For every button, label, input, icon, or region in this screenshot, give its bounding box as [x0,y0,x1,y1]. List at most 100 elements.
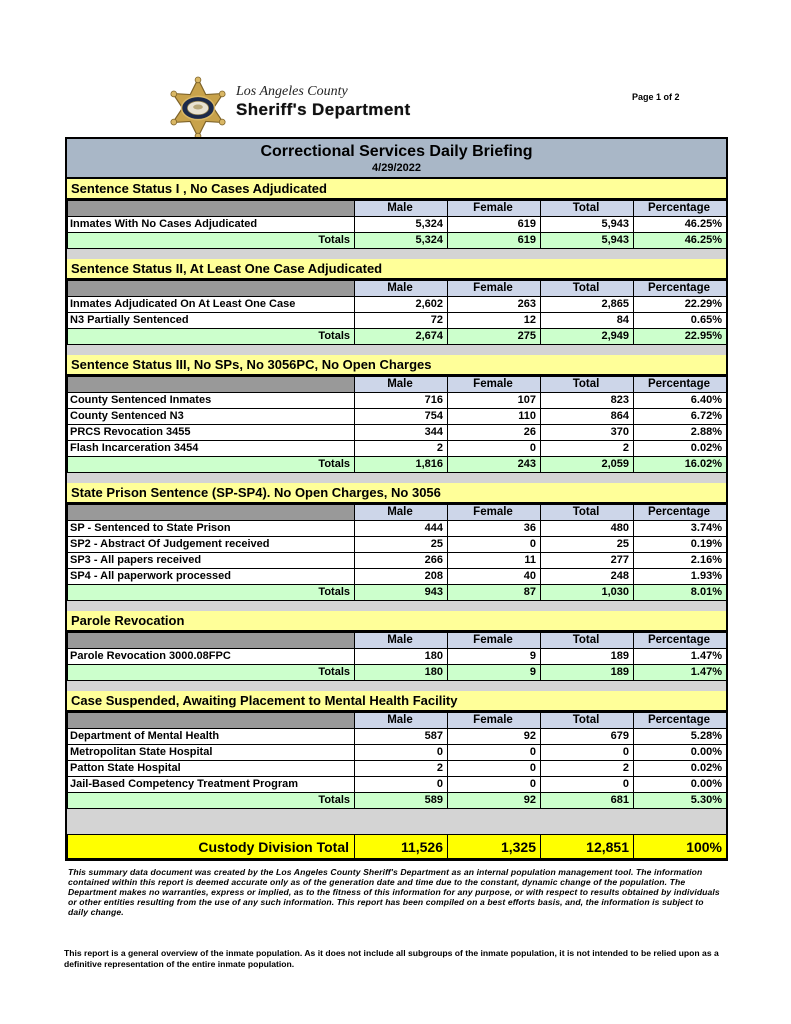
section-title: State Prison Sentence (SP-SP4). No Open … [67,483,726,504]
data-row: County Sentenced N3 754 110 864 6.72% [67,408,727,425]
row-value-total: 25 [540,536,634,553]
column-header-percentage: Percentage [633,504,727,521]
data-row: Jail-Based Competency Treatment Program 0… [67,776,727,793]
row-value-total: 84 [540,312,634,329]
row-value-percentage: 1.47% [633,648,727,665]
row-label: Metropolitan State Hospital [67,744,355,761]
row-label: Inmates With No Cases Adjudicated [67,216,355,233]
disclaimer-footnote: This summary data document was created b… [68,867,720,917]
header-corner-cell [67,712,355,729]
column-header-percentage: Percentage [633,376,727,393]
totals-value-male: 180 [354,664,448,681]
row-value-percentage: 46.25% [633,216,727,233]
data-row: County Sentenced Inmates 716 107 823 6.40% [67,392,727,409]
report-section: State Prison Sentence (SP-SP4). No Open … [67,483,727,601]
column-header-male: Male [354,504,448,521]
row-value-total: 189 [540,648,634,665]
section-title: Parole Revocation [67,611,726,632]
overview-footnote: This report is a general overview of the… [64,948,719,969]
row-value-total: 277 [540,552,634,569]
section-header-row: Male Female Total Percentage [67,376,727,393]
row-label: County Sentenced N3 [67,408,355,425]
row-value-total: 0 [540,776,634,793]
row-value-male: 72 [354,312,448,329]
row-value-male: 2 [354,440,448,457]
column-header-percentage: Percentage [633,280,727,297]
totals-row: Totals 5,324 619 5,943 46.25% [67,232,727,249]
row-value-total: 0 [540,744,634,761]
column-header-percentage: Percentage [633,712,727,729]
row-value-male: 266 [354,552,448,569]
page-number-label: Page 1 of 2 [632,92,680,102]
row-value-percentage: 6.40% [633,392,727,409]
data-row: SP2 - Abstract Of Judgement received 25 0 2… [67,536,727,553]
custody-total-percentage: 100% [633,834,727,859]
totals-row: Totals 1,816 243 2,059 16.02% [67,456,727,473]
totals-value-percentage: 16.02% [633,456,727,473]
custody-total-male: 11,526 [354,834,448,859]
section-spacer [67,819,726,834]
row-value-male: 0 [354,776,448,793]
row-value-female: 263 [447,296,541,313]
row-value-percentage: 0.02% [633,760,727,777]
row-value-total: 480 [540,520,634,537]
section-spacer [67,681,726,691]
column-header-total: Total [540,712,634,729]
totals-label: Totals [67,664,355,681]
row-label: SP2 - Abstract Of Judgement received [67,536,355,553]
totals-label: Totals [67,328,355,345]
section-spacer [67,345,726,355]
row-value-male: 2 [354,760,448,777]
report-section: Parole Revocation Male Female Total Percent… [67,611,727,681]
column-header-total: Total [540,504,634,521]
column-header-total: Total [540,632,634,649]
totals-value-total: 2,059 [540,456,634,473]
logo-county-text: Los Angeles County [236,84,348,99]
row-value-percentage: 22.29% [633,296,727,313]
row-value-total: 5,943 [540,216,634,233]
totals-label: Totals [67,232,355,249]
row-value-female: 619 [447,216,541,233]
totals-label: Totals [67,792,355,809]
totals-value-total: 681 [540,792,634,809]
totals-value-percentage: 5.30% [633,792,727,809]
row-value-percentage: 3.74% [633,520,727,537]
row-label: Jail-Based Competency Treatment Program [67,776,355,793]
section-header-row: Male Female Total Percentage [67,632,727,649]
report-section: Sentence Status III, No SPs, No 3056PC, … [67,355,727,473]
column-header-percentage: Percentage [633,632,727,649]
row-value-male: 208 [354,568,448,585]
section-header-row: Male Female Total Percentage [67,504,727,521]
row-value-percentage: 5.28% [633,728,727,745]
report-section: Sentence Status I , No Cases Adjudicated… [67,179,727,249]
custody-division-total-row: Custody Division Total 11,526 1,325 12,8… [67,834,727,859]
totals-value-total: 5,943 [540,232,634,249]
header-corner-cell [67,632,355,649]
data-row: Inmates Adjudicated On At Least One Case… [67,296,727,313]
data-row: Department of Mental Health 587 92 679 5.28% [67,728,727,745]
row-value-female: 0 [447,760,541,777]
header-corner-cell [67,504,355,521]
row-value-total: 864 [540,408,634,425]
custody-division-total-table: Custody Division Total 11,526 1,325 12,8… [67,834,727,859]
row-value-total: 2,865 [540,296,634,313]
section-table: Male Female Total Percentage SP - Sentenced… [67,504,727,601]
column-header-female: Female [447,376,541,393]
column-header-percentage: Percentage [633,200,727,217]
row-value-total: 370 [540,424,634,441]
data-row: SP - Sentenced to State Prison 444 36 480 3.… [67,520,727,537]
row-value-total: 823 [540,392,634,409]
data-row: Patton State Hospital 2 0 2 0.02% [67,760,727,777]
row-value-female: 0 [447,776,541,793]
row-value-female: 26 [447,424,541,441]
row-label: Inmates Adjudicated On At Least One Case [67,296,355,313]
totals-value-female: 619 [447,232,541,249]
row-value-female: 9 [447,648,541,665]
row-value-female: 36 [447,520,541,537]
totals-value-female: 87 [447,584,541,601]
row-label: Department of Mental Health [67,728,355,745]
section-table: Male Female Total Percentage Inmates Adjudi… [67,280,727,345]
header-corner-cell [67,376,355,393]
totals-label: Totals [67,584,355,601]
header-corner-cell [67,280,355,297]
